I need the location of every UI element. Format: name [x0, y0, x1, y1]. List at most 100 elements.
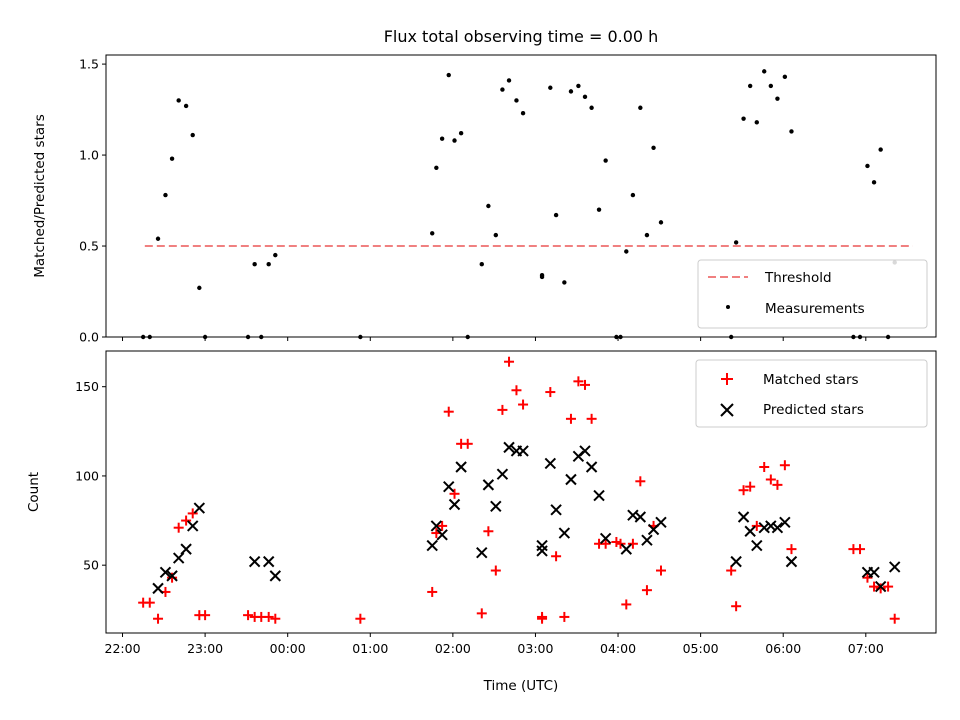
- measurement-point: [576, 83, 581, 89]
- measurement-point: [252, 262, 257, 267]
- matched-stars-point: [627, 538, 638, 549]
- matched-stars-point: [483, 526, 494, 537]
- predicted-stars-point: [187, 520, 199, 532]
- predicted-stars-point: [544, 457, 557, 470]
- matched-stars-point: [173, 522, 184, 533]
- measurement-point: [266, 262, 271, 267]
- predicted-stars-point: [758, 521, 770, 534]
- measurement-point: [458, 131, 464, 136]
- predicted-stars-point: [874, 580, 887, 593]
- measurement-point: [197, 285, 202, 291]
- measurement-point: [439, 136, 445, 141]
- measurement-point: [878, 147, 883, 152]
- measurement-point: [430, 231, 435, 236]
- measurement-point: [273, 252, 278, 258]
- legend-predicted-marker: [720, 403, 734, 417]
- predicted-stars-point: [620, 543, 633, 555]
- predicted-stars-point: [490, 500, 502, 512]
- predicted-stars-point: [159, 566, 172, 579]
- matched-stars-point: [565, 413, 576, 424]
- measurement-point: [651, 145, 656, 150]
- matched-stars-point: [600, 538, 611, 549]
- measurement-point: [775, 96, 780, 101]
- matched-stars-point: [355, 613, 366, 624]
- predicted-stars-point: [193, 502, 206, 514]
- x-tick-label: 03:00: [517, 641, 553, 656]
- measurement-point: [155, 236, 161, 241]
- matched-stars-point: [759, 462, 770, 473]
- count-panel-frame: [105, 350, 937, 634]
- predicted-stars-point: [180, 543, 192, 555]
- matched-stars-point: [476, 608, 487, 619]
- matched-stars-point: [144, 597, 155, 608]
- predicted-stars-point: [476, 546, 488, 559]
- legend-measurements-label: Measurements: [765, 301, 865, 317]
- x-tick-label: 22:00: [105, 641, 141, 656]
- chart-title: Flux total observing time = 0.00 h: [384, 27, 659, 46]
- measurement-point: [163, 192, 168, 198]
- predicted-stars-point: [248, 555, 261, 568]
- matched-stars-point: [772, 479, 783, 490]
- matched-stars-point: [263, 611, 274, 622]
- predicted-stars-point: [503, 441, 515, 454]
- predicted-stars-point: [593, 489, 605, 502]
- count-legend-box: [695, 359, 928, 428]
- matched-stars-point: [745, 481, 756, 492]
- measurement-point: [603, 158, 608, 163]
- matched-stars-point: [443, 406, 454, 417]
- count-panel-legend: Matched stars Predicted stars: [695, 359, 928, 428]
- matched-stars-point: [511, 385, 522, 396]
- matched-stars-point: [200, 610, 211, 621]
- measurement-point: [486, 203, 491, 209]
- matched-stars-point: [586, 413, 597, 424]
- matched-stars-point: [779, 460, 790, 471]
- measurement-point: [446, 72, 451, 78]
- matched-stars-point: [518, 399, 529, 410]
- matched-stars-point: [621, 599, 632, 610]
- measurement-point: [176, 98, 181, 103]
- x-tick-label: 01:00: [352, 641, 388, 656]
- x-tick-label: 02:00: [435, 641, 471, 656]
- predicted-stars-point: [737, 511, 750, 523]
- matched-stars-point: [551, 551, 562, 562]
- y-tick-label: 100: [75, 468, 99, 483]
- predicted-stars-point: [771, 521, 784, 534]
- predicted-stars-point: [496, 468, 509, 480]
- y-tick-label: 0.0: [79, 330, 99, 345]
- matched-stars-point: [726, 565, 737, 576]
- predicted-stars-point: [166, 570, 178, 582]
- predicted-stars-point: [565, 473, 577, 486]
- matched-stars-point: [889, 613, 900, 624]
- y-tick-label: 1.5: [79, 57, 99, 72]
- predicted-stars-point: [172, 552, 185, 564]
- predicted-stars-point: [599, 532, 612, 545]
- predicted-stars-point: [730, 555, 742, 568]
- matched-stars-point: [786, 544, 797, 555]
- predicted-stars-point: [579, 445, 591, 457]
- matched-stars-point: [270, 613, 281, 624]
- predicted-stars-point: [585, 461, 598, 473]
- matched-stars-point: [580, 379, 591, 390]
- predicted-stars-point: [262, 555, 275, 568]
- ratio-panel: 0.0 0.5 1.0 1.5 Matched/Predicted stars Thr…: [32, 54, 937, 345]
- matched-stars-point: [875, 583, 886, 594]
- matched-stars-point: [635, 476, 646, 487]
- measurement-point: [747, 83, 753, 89]
- x-tick-label: 05:00: [683, 641, 719, 656]
- predicted-stars-point: [152, 582, 164, 595]
- predicted-stars-point: [436, 529, 448, 541]
- measurement-point: [630, 192, 636, 198]
- x-tick-label: 06:00: [765, 641, 801, 656]
- measurement-point: [539, 272, 545, 278]
- matched-stars-point: [490, 565, 501, 576]
- legend-measurements-marker: [726, 305, 730, 309]
- measurement-point: [582, 94, 588, 100]
- ratio-panel-frame: [105, 54, 937, 338]
- measurement-point: [789, 129, 794, 134]
- measurement-point: [568, 89, 574, 94]
- predicted-stars-point: [448, 498, 461, 511]
- measurement-point: [733, 240, 739, 245]
- matched-stars-point: [862, 572, 873, 583]
- measurement-point: [762, 69, 767, 74]
- count-panel: 50 100 150 22:00 23:00 00:00 01:00 02:00 03:00 0…: [26, 350, 937, 694]
